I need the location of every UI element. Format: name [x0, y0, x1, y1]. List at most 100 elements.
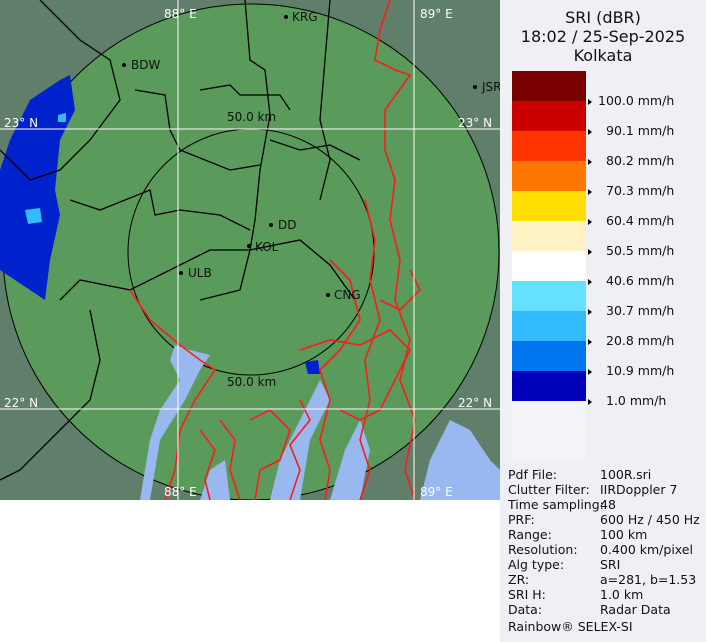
- legend-label: 50.5 mm/h: [588, 243, 674, 258]
- range-label-bottom: 50.0 km: [227, 375, 276, 389]
- rain-echoes: [0, 75, 320, 374]
- legend-label: 70.3 mm/h: [588, 183, 674, 198]
- info-value: 0.400 km/pixel: [600, 542, 693, 557]
- info-key: PRF:: [508, 512, 535, 527]
- legend-swatch: [512, 101, 586, 131]
- lat-label-22-left: 22° N: [4, 396, 38, 410]
- legend-swatch: [512, 311, 586, 341]
- info-key: Clutter Filter:: [508, 482, 590, 497]
- info-row: Resolution: 0.400 km/pixel: [508, 542, 693, 557]
- datetime: 18:02 / 25-Sep-2025: [520, 27, 686, 46]
- info-key: ZR:: [508, 572, 530, 587]
- legend-swatch: [512, 71, 586, 101]
- place-jsr: JSR: [481, 80, 500, 94]
- place-markers: KRG BDW JSR DD KOL ULB CNG: [122, 10, 500, 302]
- info-value: Radar Data: [600, 602, 671, 617]
- range-label-top: 50.0 km: [227, 110, 276, 124]
- legend-label: 90.1 mm/h: [588, 123, 674, 138]
- tick-arrow-icon: [588, 278, 592, 285]
- tick-arrow-icon: [588, 158, 592, 165]
- legend-swatch: [512, 131, 586, 161]
- tick-arrow-icon: [588, 128, 592, 135]
- legend-value: 40.6 mm/h: [606, 273, 675, 288]
- legend-panel: SRI (dBR) 18:02 / 25-Sep-2025 Kolkata 10…: [500, 0, 706, 642]
- place-ulb: ULB: [188, 266, 212, 280]
- info-value: 600 Hz / 450 Hz: [600, 512, 700, 527]
- info-row: Alg type: SRI: [508, 557, 620, 572]
- tick-arrow-icon: [588, 218, 592, 225]
- tick-arrow-icon: [588, 308, 592, 315]
- info-row: Clutter Filter: IIRDoppler 7: [508, 482, 677, 497]
- info-value: 100R.sri: [600, 467, 652, 482]
- range-ring-100km: [2, 3, 500, 500]
- info-value: a=281, b=1.53: [600, 572, 697, 587]
- legend-value: 100.0 mm/h: [598, 93, 675, 108]
- legend-swatch: [512, 221, 586, 251]
- lat-label-22-right: 22° N: [458, 396, 492, 410]
- info-key: Time sampling:: [508, 497, 604, 512]
- tick-arrow-icon: [588, 338, 592, 345]
- legend-label: 10.9 mm/h: [588, 363, 674, 378]
- info-value: 48: [600, 497, 616, 512]
- legend-label: 60.4 mm/h: [588, 213, 674, 228]
- legend-value: 70.3 mm/h: [606, 183, 675, 198]
- lat-lon-grid: [0, 0, 500, 500]
- info-value: 100 km: [600, 527, 648, 542]
- info-value: SRI: [600, 557, 621, 572]
- legend-value: 20.8 mm/h: [606, 333, 675, 348]
- legend-swatch: [512, 251, 586, 281]
- legend-swatch: [512, 341, 586, 371]
- info-key: Resolution:: [508, 542, 578, 557]
- legend-value: 80.2 mm/h: [606, 153, 675, 168]
- place-krg: KRG: [292, 10, 318, 24]
- info-row: Time sampling:48: [508, 497, 616, 512]
- lon-label-89-bottom: 89° E: [420, 485, 453, 499]
- info-row: Range: 100 km: [508, 527, 647, 542]
- legend-value: 10.9 mm/h: [606, 363, 675, 378]
- legend-swatch: [512, 191, 586, 221]
- site-name: Kolkata: [573, 46, 633, 65]
- legend-label: 40.6 mm/h: [588, 273, 674, 288]
- info-row: SRI H: 1.0 km: [508, 587, 643, 602]
- legend-label: 20.8 mm/h: [588, 333, 674, 348]
- rivers: [129, 0, 421, 500]
- info-row: Pdf File: 100R.sri: [508, 467, 651, 482]
- info-key: Range:: [508, 527, 552, 542]
- info-value: 1.0 km: [600, 587, 644, 602]
- legend-value: 90.1 mm/h: [606, 123, 675, 138]
- product-title: SRI (dBR): [565, 8, 641, 27]
- legend-swatch: [512, 371, 586, 401]
- lat-label-23-right: 23° N: [458, 116, 492, 130]
- district-borders: [0, 0, 361, 481]
- legend-value: 1.0 mm/h: [606, 393, 667, 408]
- tick-arrow-icon: [588, 398, 592, 405]
- info-row: Data: Radar Data: [508, 602, 671, 617]
- legend-swatch-empty: [512, 401, 586, 461]
- tick-arrow-icon: [588, 248, 592, 255]
- legend-label: 1.0 mm/h: [588, 393, 666, 408]
- info-row: PRF: 600 Hz / 450 Hz: [508, 512, 700, 527]
- legend-label: 80.2 mm/h: [588, 153, 674, 168]
- lon-label-88: 88° E: [164, 7, 197, 21]
- tick-arrow-icon: [588, 368, 592, 375]
- info-row: ZR: a=281, b=1.53: [508, 572, 696, 587]
- info-key: Alg type:: [508, 557, 565, 572]
- place-kol: KOL: [255, 240, 279, 254]
- place-bdw: BDW: [131, 58, 160, 72]
- legend-value: 30.7 mm/h: [606, 303, 675, 318]
- lon-label-88-bottom: 88° E: [164, 485, 197, 499]
- tick-arrow-icon: [588, 98, 592, 105]
- legend-swatch: [512, 161, 586, 191]
- tick-arrow-icon: [588, 188, 592, 195]
- info-key: Data:: [508, 602, 543, 617]
- radar-map[interactable]: 88° E 89° E 23° N 23° N 22° N 22° N 88° …: [0, 0, 500, 500]
- lon-label-89: 89° E: [420, 7, 453, 21]
- footer-brand: Rainbow® SELEX-SI: [508, 619, 633, 634]
- legend-value: 60.4 mm/h: [606, 213, 675, 228]
- lat-label-23-left: 23° N: [4, 116, 38, 130]
- place-dd: DD: [278, 218, 296, 232]
- legend-label: 100.0 mm/h: [588, 93, 674, 108]
- legend-value: 50.5 mm/h: [606, 243, 675, 258]
- place-cng: CNG: [334, 288, 361, 302]
- info-key: SRI H:: [508, 587, 546, 602]
